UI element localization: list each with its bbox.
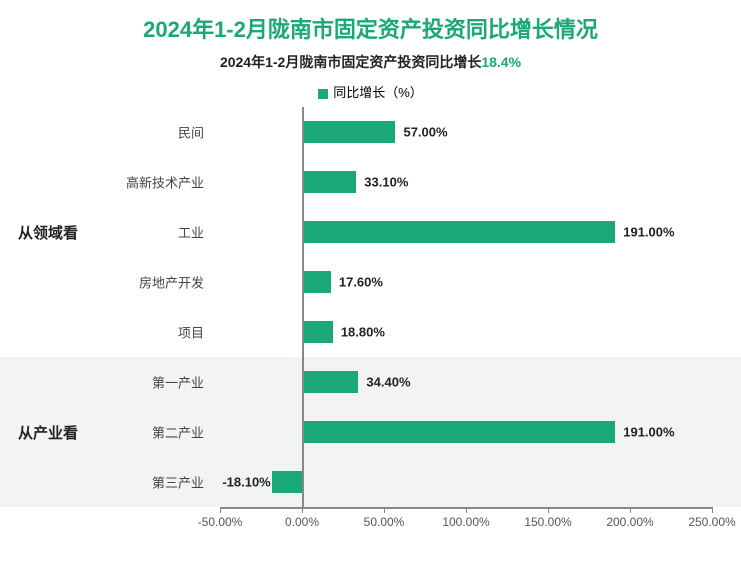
bar-value-label: 191.00% — [623, 225, 674, 240]
category-label: 第一产业 — [0, 373, 210, 392]
bar — [302, 371, 358, 393]
chart-subtitle: 2024年1-2月陇南市固定资产投资同比增长18.4% — [0, 52, 741, 72]
bar-row: 项目 18.80% — [0, 307, 741, 357]
bar-value-label: 34.40% — [366, 375, 410, 390]
x-tick-mark — [302, 507, 303, 513]
bar — [302, 421, 615, 443]
bar-row: 第二产业 191.00% — [0, 407, 741, 457]
category-label: 第二产业 — [0, 423, 210, 442]
bar — [302, 221, 615, 243]
legend-label: 同比增长（%） — [333, 85, 423, 100]
x-tick-mark — [466, 507, 467, 513]
bar-row: 高新技术产业 33.10% — [0, 157, 741, 207]
bar-row: 第三产业 -18.10% — [0, 457, 741, 507]
bar-value-label: 57.00% — [403, 125, 447, 140]
category-label: 高新技术产业 — [0, 173, 210, 192]
bar-row: 民间 57.00% — [0, 107, 741, 157]
category-label: 民间 — [0, 123, 210, 142]
x-tick-mark — [220, 507, 221, 513]
x-tick-label: 50.00% — [364, 515, 405, 529]
x-tick-label: -50.00% — [198, 515, 243, 529]
x-tick-label: 100.00% — [442, 515, 489, 529]
x-tick-label: 0.00% — [285, 515, 319, 529]
x-tick-label: 200.00% — [606, 515, 653, 529]
bar-row: 房地产开发 17.60% — [0, 257, 741, 307]
x-tick-mark — [630, 507, 631, 513]
x-tick-mark — [712, 507, 713, 513]
chart-legend: 同比增长（%） — [0, 82, 741, 101]
category-label: 房地产开发 — [0, 273, 210, 292]
legend-swatch — [318, 89, 328, 99]
chart-plot-area: 从领域看从产业看民间57.00%高新技术产业33.10%工业191.00%房地产… — [0, 107, 741, 537]
y-axis-line — [302, 107, 304, 507]
category-label: 项目 — [0, 323, 210, 342]
chart-title: 2024年1-2月陇南市固定资产投资同比增长情况 — [0, 0, 741, 44]
x-tick-label: 250.00% — [688, 515, 735, 529]
category-label: 工业 — [0, 223, 210, 242]
subtitle-value: 18.4% — [481, 54, 521, 70]
category-label: 第三产业 — [0, 473, 210, 492]
bar — [302, 171, 356, 193]
bar-value-label: 33.10% — [364, 175, 408, 190]
x-tick-mark — [384, 507, 385, 513]
bar-value-label: 191.00% — [623, 425, 674, 440]
bar — [302, 121, 395, 143]
subtitle-prefix: 2024年1-2月陇南市固定资产投资同比增长 — [220, 54, 481, 70]
x-tick-mark — [548, 507, 549, 513]
bar-value-label: 18.80% — [341, 325, 385, 340]
bar-value-label: -18.10% — [222, 475, 270, 490]
bar-row: 工业 191.00% — [0, 207, 741, 257]
bar-row: 第一产业 34.40% — [0, 357, 741, 407]
bar — [272, 471, 302, 493]
bar — [302, 271, 331, 293]
x-tick-label: 150.00% — [524, 515, 571, 529]
bar — [302, 321, 333, 343]
bar-value-label: 17.60% — [339, 275, 383, 290]
